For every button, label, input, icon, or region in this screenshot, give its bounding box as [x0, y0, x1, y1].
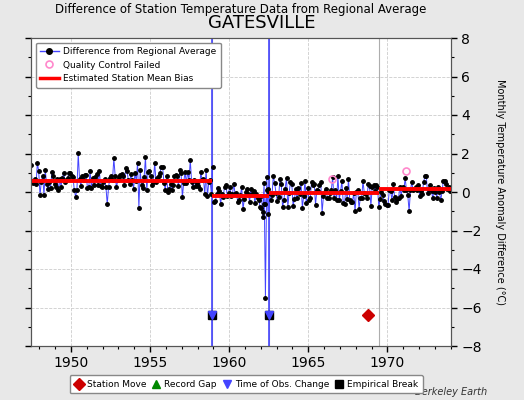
- Y-axis label: Monthly Temperature Anomaly Difference (°C): Monthly Temperature Anomaly Difference (…: [496, 79, 506, 305]
- Text: Berkeley Earth: Berkeley Earth: [415, 387, 487, 397]
- Text: GATESVILLE: GATESVILLE: [208, 14, 316, 32]
- Legend: Station Move, Record Gap, Time of Obs. Change, Empirical Break: Station Move, Record Gap, Time of Obs. C…: [70, 376, 423, 394]
- Legend: Difference from Regional Average, Quality Control Failed, Estimated Station Mean: Difference from Regional Average, Qualit…: [36, 42, 221, 88]
- Title: Difference of Station Temperature Data from Regional Average: Difference of Station Temperature Data f…: [56, 3, 427, 16]
